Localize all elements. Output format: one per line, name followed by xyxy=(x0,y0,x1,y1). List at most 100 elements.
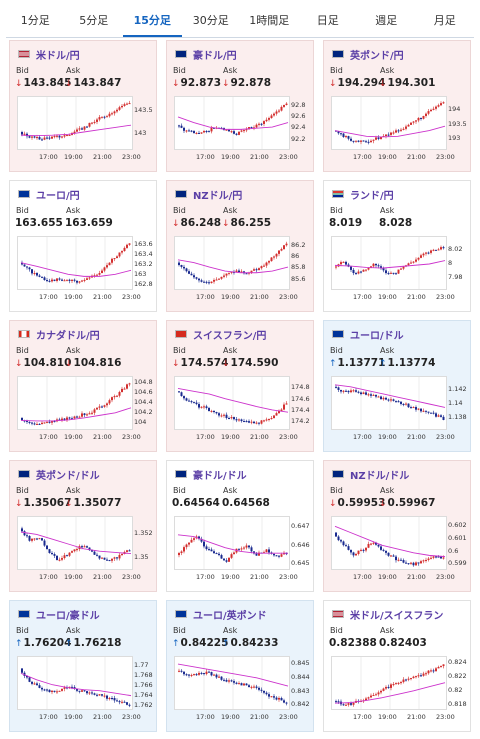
currency-pair-link[interactable]: 英ポンド/ドル xyxy=(36,470,100,482)
currency-pair-link[interactable]: スイスフラン/円 xyxy=(193,330,267,342)
rate-card[interactable]: ユーロ/円 Bid Ask 163.655 163.659 163.6 163.4 163.2… xyxy=(9,180,157,312)
x-tick-label: 23:00 xyxy=(436,153,455,161)
mini-candlestick-chart[interactable] xyxy=(331,236,447,290)
candle-body xyxy=(280,554,283,557)
rate-card[interactable]: 豪ドル/ドル Bid Ask 0.64564 0.64568 0.647 0.646 0.64… xyxy=(166,460,314,592)
tab-0[interactable]: 1分足 xyxy=(20,14,50,27)
currency-pair-link[interactable]: 米ドル/円 xyxy=(36,50,80,62)
candle-body xyxy=(188,542,190,545)
candle-body xyxy=(28,267,31,270)
ask-value: ↑1.13774 xyxy=(379,357,435,369)
rate-card[interactable]: ランド/円 Bid Ask 8.019 8.028 8.02 8 7.98 17:00 19:00… xyxy=(323,180,471,312)
mini-candlestick-chart[interactable] xyxy=(17,516,133,570)
mini-candlestick-chart[interactable] xyxy=(174,376,290,430)
mini-candlestick-chart[interactable] xyxy=(174,96,290,150)
candle-body xyxy=(220,127,223,129)
currency-pair-link[interactable]: ユーロ/英ポンド xyxy=(193,610,267,622)
currency-pair-link[interactable]: ユーロ/豪ドル xyxy=(36,610,100,622)
candle-body xyxy=(352,269,355,274)
currency-pair-link[interactable]: 豪ドル/ドル xyxy=(193,470,247,482)
currency-pair-link[interactable]: ユーロ/ドル xyxy=(350,330,404,342)
candle-body xyxy=(63,687,66,689)
tab-3[interactable]: 30分足 xyxy=(192,14,229,27)
candle-body xyxy=(405,126,407,129)
candle-body xyxy=(38,685,41,688)
candle-body xyxy=(253,686,255,688)
y-tick-label: 92.6 xyxy=(291,111,306,120)
mini-candlestick-chart[interactable] xyxy=(17,96,133,150)
currency-pair-link[interactable]: 英ポンド/円 xyxy=(350,50,404,62)
x-tick-label: 21:00 xyxy=(407,713,426,721)
ask-value: ↓143.847 xyxy=(65,77,121,89)
mini-candlestick-chart[interactable] xyxy=(17,656,133,710)
mini-candlestick-chart[interactable] xyxy=(331,656,447,710)
rate-card[interactable]: カナダドル/円 Bid Ask ↓104.810 ↓104.816 104.8 104.6 1… xyxy=(9,320,157,452)
currency-pair-link[interactable]: カナダドル/円 xyxy=(36,330,100,342)
rate-card[interactable]: NZドル/ドル Bid Ask ↓0.59953 ↓0.59967 0.602 0.601 0… xyxy=(323,460,471,592)
candle-body xyxy=(118,701,121,703)
candle-body xyxy=(365,269,367,271)
mini-candlestick-chart[interactable] xyxy=(174,656,290,710)
candle-body xyxy=(340,389,342,392)
candle-body xyxy=(58,559,61,561)
rate-card[interactable]: 英ポンド/ドル Bid Ask ↓1.35067 ↓1.35077 1.352 1.35 17… xyxy=(9,460,157,592)
candle-body xyxy=(126,103,128,105)
mini-candlestick-chart[interactable] xyxy=(331,516,447,570)
candle-body xyxy=(410,678,412,680)
candle-body xyxy=(188,271,190,274)
candle-body xyxy=(220,555,223,559)
mini-candlestick-chart[interactable] xyxy=(174,236,290,290)
moving-average-line xyxy=(177,259,289,274)
rate-card[interactable]: 米ドル/スイスフラン Bid Ask 0.82388 0.82403 0.824 0.822… xyxy=(323,600,471,732)
bid-label: Bid xyxy=(330,486,343,495)
candle-body xyxy=(278,411,280,414)
candle-body xyxy=(193,402,195,404)
tab-2[interactable]: 15分足 xyxy=(123,6,182,37)
rate-card[interactable]: スイスフラン/円 Bid Ask ↓174.574 ↓174.590 174.8 174.6… xyxy=(166,320,314,452)
y-tick-label: 85.8 xyxy=(291,263,306,272)
x-tick-label: 17:00 xyxy=(196,573,215,581)
mini-candlestick-chart[interactable] xyxy=(331,96,447,150)
currency-pair-link[interactable]: ランド/円 xyxy=(350,190,394,202)
mini-candlestick-chart[interactable] xyxy=(17,376,133,430)
rate-card[interactable]: 英ポンド/円 Bid Ask ↓194.294 ↓194.301 194 193.5 193 1… xyxy=(323,40,471,172)
arrow-down-icon: ↓ xyxy=(15,499,23,509)
bid-price: 0.84225 xyxy=(180,637,229,649)
tab-4[interactable]: 1時間足 xyxy=(249,14,290,27)
candle-body xyxy=(198,536,200,539)
tab-1[interactable]: 5分足 xyxy=(79,14,109,27)
rate-card[interactable]: ユーロ/豪ドル Bid Ask ↑1.76204 ↑1.76218 1.77 1.768 1.… xyxy=(9,600,157,732)
rate-card[interactable]: ユーロ/英ポンド Bid Ask ↑0.84225 ↑0.84233 0.845 0.844… xyxy=(166,600,314,732)
mini-candlestick-chart[interactable] xyxy=(17,236,133,290)
rate-card[interactable]: NZドル/円 Bid Ask ↓86.248 ↓86.255 86.2 86 85.8 85.6… xyxy=(166,180,314,312)
candle-body xyxy=(265,419,268,421)
candle-body xyxy=(106,265,108,268)
candle-body xyxy=(33,136,36,138)
rate-card[interactable]: 米ドル/円 Bid Ask ↓143.845 ↓143.847 143.5 143 17:00… xyxy=(9,40,157,172)
ask-price: 8.028 xyxy=(379,217,413,229)
candle-body xyxy=(265,262,268,266)
currency-pair-link[interactable]: 豪ドル/円 xyxy=(193,50,237,62)
candle-body xyxy=(248,127,250,130)
x-tick-label: 23:00 xyxy=(436,713,455,721)
mini-candlestick-chart[interactable] xyxy=(331,376,447,430)
currency-pair-link[interactable]: 米ドル/スイスフラン xyxy=(350,610,444,622)
rate-card[interactable]: 豪ドル/円 Bid Ask ↓92.873 ↓92.878 92.8 92.6 92.4 92.… xyxy=(166,40,314,172)
bid-value: ↑0.84225 xyxy=(172,637,228,649)
rate-card[interactable]: ユーロ/ドル Bid Ask ↑1.13771 ↑1.13774 1.142 1.14 1.1… xyxy=(323,320,471,452)
candle-body xyxy=(21,528,23,532)
candle-body xyxy=(38,275,41,277)
currency-pair-link[interactable]: ユーロ/円 xyxy=(36,190,80,202)
currency-pair-link[interactable]: NZドル/円 xyxy=(193,190,243,202)
tab-5[interactable]: 日足 xyxy=(316,14,339,27)
candle-body xyxy=(258,422,260,424)
candle-body xyxy=(250,421,253,423)
tab-6[interactable]: 週足 xyxy=(375,14,398,27)
candle-body xyxy=(58,419,61,421)
candle-body xyxy=(228,272,230,274)
candle-body xyxy=(250,270,253,273)
mini-candlestick-chart[interactable] xyxy=(174,516,290,570)
y-tick-label: 0.844 xyxy=(291,672,310,681)
tab-7[interactable]: 月足 xyxy=(433,14,456,27)
currency-pair-link[interactable]: NZドル/ドル xyxy=(350,470,410,482)
